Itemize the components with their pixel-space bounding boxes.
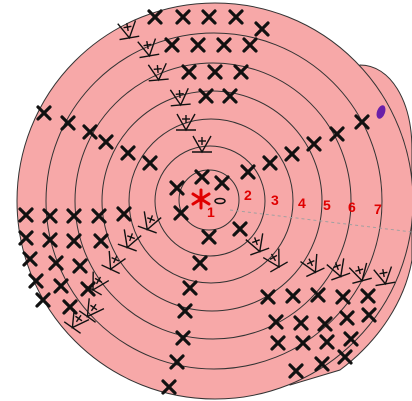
round-label-5: 5: [323, 197, 331, 213]
round-label-1: 1: [207, 204, 215, 220]
round-label-6: 6: [348, 199, 356, 215]
round-label-3: 3: [271, 192, 279, 208]
round-label-7: 7: [374, 201, 382, 217]
round-label-2: 2: [244, 187, 252, 203]
round-label-4: 4: [298, 195, 306, 211]
